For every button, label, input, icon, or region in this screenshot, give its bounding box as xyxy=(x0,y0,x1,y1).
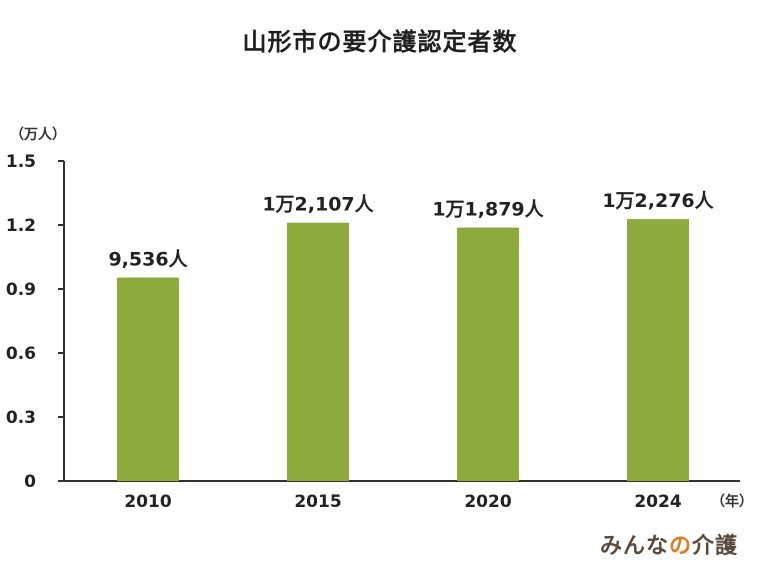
y-axis-unit: （万人） xyxy=(10,127,66,143)
bar xyxy=(287,222,349,481)
y-tick-label: 0 xyxy=(24,472,36,492)
bar-data-label: 1万2,107人 xyxy=(262,194,374,216)
y-tick-label: 1.2 xyxy=(6,216,36,236)
y-tick-label: 0.3 xyxy=(6,408,36,428)
x-tick-label: 2010 xyxy=(124,492,171,512)
y-tick-label: 0.9 xyxy=(6,280,36,300)
x-tick-label: 2020 xyxy=(464,492,511,512)
logo-text-2: の xyxy=(668,534,692,559)
logo-text-3: 介護 xyxy=(691,534,738,559)
logo-text-1: みんな xyxy=(599,534,669,559)
bar-data-label: 9,536人 xyxy=(108,249,188,271)
brand-logo: みんなの介護 xyxy=(600,528,738,560)
x-tick-label: 2024 xyxy=(634,492,681,512)
bar xyxy=(117,277,179,481)
y-tick-label: 1.5 xyxy=(6,152,36,172)
y-tick-label: 0.6 xyxy=(6,344,36,364)
bar xyxy=(457,227,519,481)
bar-data-label: 1万2,276人 xyxy=(602,190,714,212)
x-tick-label: 2015 xyxy=(294,492,341,512)
bar xyxy=(627,219,689,481)
bar-data-label: 1万1,879人 xyxy=(432,199,544,221)
chart-title: 山形市の要介護認定者数 xyxy=(242,28,518,56)
x-axis-unit: （年） xyxy=(711,494,753,510)
